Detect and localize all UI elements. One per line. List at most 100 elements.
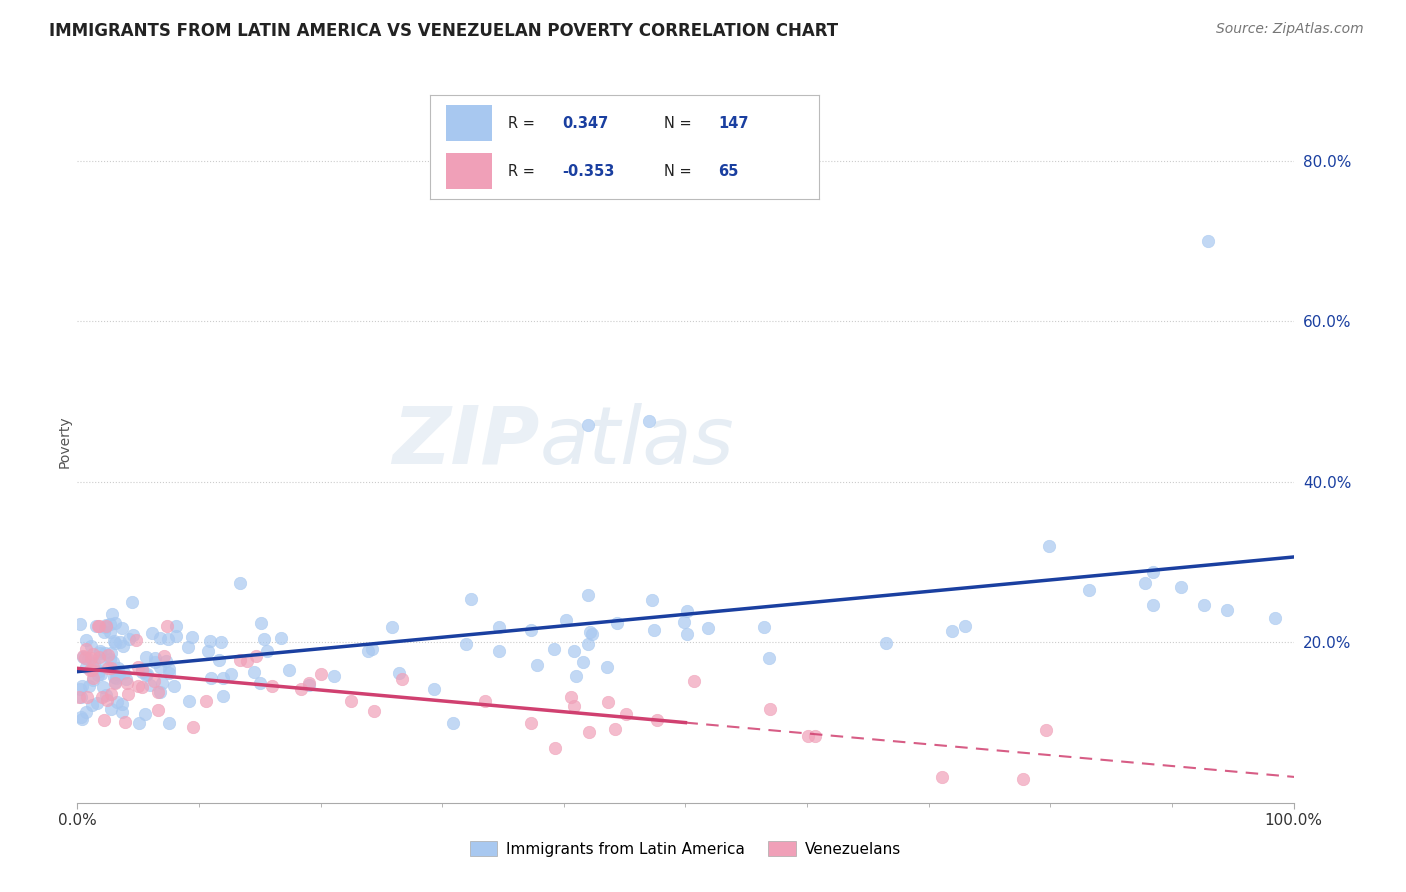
Point <box>931 770 953 784</box>
Point <box>488 643 510 657</box>
Point <box>149 631 172 645</box>
Point <box>146 703 169 717</box>
Point <box>98 652 121 666</box>
Point <box>98 624 121 639</box>
Point <box>361 642 384 657</box>
Text: Source: ZipAtlas.com: Source: ZipAtlas.com <box>1216 22 1364 37</box>
Point <box>1192 598 1215 612</box>
Point <box>391 673 413 687</box>
Point <box>560 690 582 704</box>
Point <box>104 675 127 690</box>
Point <box>1077 582 1099 597</box>
Point <box>100 660 122 674</box>
Point <box>148 684 170 698</box>
Point <box>139 678 162 692</box>
Point <box>104 636 127 650</box>
Point <box>67 690 90 705</box>
Point <box>125 632 148 647</box>
Point <box>181 720 204 734</box>
Point <box>1264 611 1286 625</box>
Point <box>229 653 252 667</box>
Point <box>242 665 264 679</box>
Point <box>100 702 122 716</box>
Point <box>256 643 278 657</box>
Point <box>80 640 103 654</box>
Point <box>91 681 114 695</box>
Point <box>1197 234 1219 248</box>
Point <box>141 626 163 640</box>
Point <box>562 643 585 657</box>
Text: ZIP: ZIP <box>392 402 540 481</box>
Point <box>98 617 121 632</box>
Point <box>131 662 153 676</box>
Point <box>89 654 111 668</box>
Point <box>149 660 172 674</box>
Point <box>93 625 115 640</box>
Point <box>128 715 150 730</box>
Point <box>526 658 548 673</box>
Point <box>245 648 267 663</box>
Point <box>91 690 114 705</box>
Point <box>519 716 541 731</box>
Point <box>75 650 97 665</box>
Point <box>156 632 179 647</box>
Point <box>96 619 118 633</box>
Point <box>112 666 135 681</box>
Point <box>135 668 157 682</box>
Point <box>89 646 111 660</box>
Point <box>614 706 637 721</box>
Point <box>146 685 169 699</box>
Point <box>576 418 599 433</box>
Point <box>127 659 149 673</box>
Point <box>101 607 124 622</box>
Point <box>456 637 478 651</box>
Point <box>118 632 141 647</box>
Point <box>82 648 104 662</box>
Point <box>70 690 93 704</box>
Point <box>105 665 128 680</box>
Point <box>387 665 409 680</box>
Point <box>752 619 775 633</box>
Point <box>107 660 129 674</box>
Point <box>103 670 125 684</box>
Point <box>643 623 665 637</box>
Point <box>1142 565 1164 579</box>
Point <box>363 704 385 718</box>
Point <box>423 681 446 696</box>
Point <box>1038 539 1060 553</box>
Point <box>111 697 134 711</box>
Point <box>82 660 104 674</box>
Point <box>86 619 108 633</box>
Point <box>127 679 149 693</box>
Point <box>165 619 187 633</box>
Point <box>79 651 101 665</box>
Point <box>208 653 231 667</box>
Point <box>87 619 110 633</box>
Point <box>157 666 180 681</box>
Point <box>260 679 283 693</box>
Point <box>69 710 91 724</box>
Point <box>111 706 134 720</box>
Point <box>194 694 217 708</box>
Point <box>165 629 187 643</box>
Point <box>77 652 100 666</box>
Point <box>638 414 661 428</box>
Point <box>111 621 134 635</box>
Point <box>69 681 91 696</box>
Point <box>94 646 117 660</box>
Point <box>75 641 97 656</box>
Point <box>298 678 321 692</box>
Point <box>236 654 259 668</box>
Point <box>134 707 156 722</box>
Legend: Immigrants from Latin America, Venezuelans: Immigrants from Latin America, Venezuela… <box>470 841 901 856</box>
Point <box>758 651 780 665</box>
Point <box>309 666 332 681</box>
Point <box>75 660 97 674</box>
Point <box>381 620 404 634</box>
Point <box>142 674 165 689</box>
Point <box>72 649 94 664</box>
Point <box>121 595 143 609</box>
Point <box>803 729 825 743</box>
Point <box>581 627 603 641</box>
Point <box>145 651 167 665</box>
